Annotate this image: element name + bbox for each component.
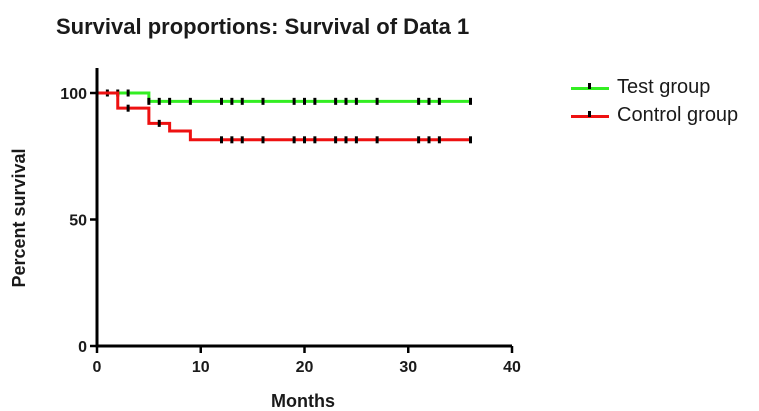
chart-title: Survival proportions: Survival of Data 1 [56,14,470,39]
x-tick-label-4: 40 [503,359,521,376]
x-axis-label: Months [271,391,335,411]
y-tick-label-0: 0 [78,339,87,356]
legend-censor-mark-test [588,83,591,89]
y-tick-label-1: 50 [69,213,87,230]
legend-label-control: Control group [617,104,739,126]
x-tick-label-3: 30 [399,359,417,376]
legend-label-test: Test group [617,76,711,98]
x-tick-label-0: 0 [93,359,102,376]
axes-layer: 0 10 20 30 40 0 50 100 [60,68,521,376]
legend-item-test: Test group [571,76,759,104]
legend: Test group Control group [571,76,759,132]
x-tick-label-2: 20 [296,359,314,376]
series-line-0 [97,91,471,103]
legend-item-control: Control group [571,104,759,132]
legend-censor-mark-control [588,111,591,117]
y-tick-label-2: 100 [60,86,87,103]
x-tick-label-1: 10 [192,359,210,376]
y-axis-label: Percent survival [9,148,29,287]
series-layer [97,89,472,144]
